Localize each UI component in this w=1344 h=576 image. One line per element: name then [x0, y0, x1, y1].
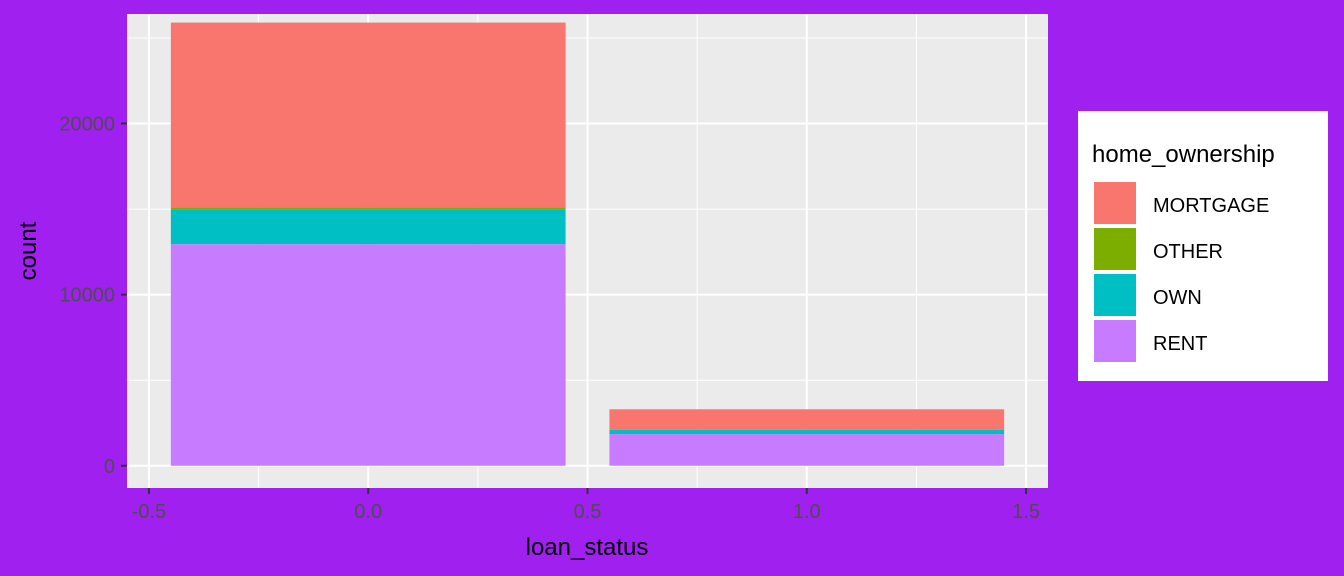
bar-segment-own: [609, 429, 1005, 435]
legend-label-own: OWN: [1153, 287, 1202, 309]
bar-segment-mortgage: [609, 409, 1005, 430]
x-axis-title: loan_status: [526, 534, 649, 561]
legend-label-mortgage: MORTGAGE: [1153, 195, 1269, 217]
bar-segment-other: [170, 207, 566, 210]
legend-swatch-mortgage: [1094, 182, 1136, 224]
y-tick-label: 20000: [59, 114, 115, 136]
y-tick-label: 10000: [59, 285, 115, 307]
legend-swatch-rent: [1094, 320, 1136, 362]
legend: home_ownership MORTGAGE OTHER OWN RENT: [1078, 111, 1328, 381]
legend-title: home_ownership: [1092, 141, 1275, 168]
bar-segment-rent: [609, 434, 1005, 466]
x-tick-label: -0.5: [132, 501, 166, 523]
x-tick-label: 0.5: [574, 501, 602, 523]
y-axis-title: count: [15, 221, 42, 280]
x-tick-label: 1.5: [1012, 501, 1040, 523]
legend-label-rent: RENT: [1153, 333, 1207, 355]
bar-segment-rent: [170, 244, 566, 466]
x-tick-label: 1.0: [793, 501, 821, 523]
bars: [170, 22, 1005, 466]
legend-items: MORTGAGE OTHER OWN RENT: [1094, 182, 1269, 362]
bar-segment-mortgage: [170, 22, 566, 208]
legend-swatch-own: [1094, 274, 1136, 316]
bar-segment-own: [170, 209, 566, 245]
axes: 0 10000 20000 -0.5 0.0 0.5 1.0 1.5: [59, 114, 1040, 523]
legend-label-other: OTHER: [1153, 241, 1223, 263]
legend-swatch-other: [1094, 228, 1136, 270]
x-tick-label: 0.0: [354, 501, 382, 523]
y-tick-label: 0: [104, 456, 115, 478]
